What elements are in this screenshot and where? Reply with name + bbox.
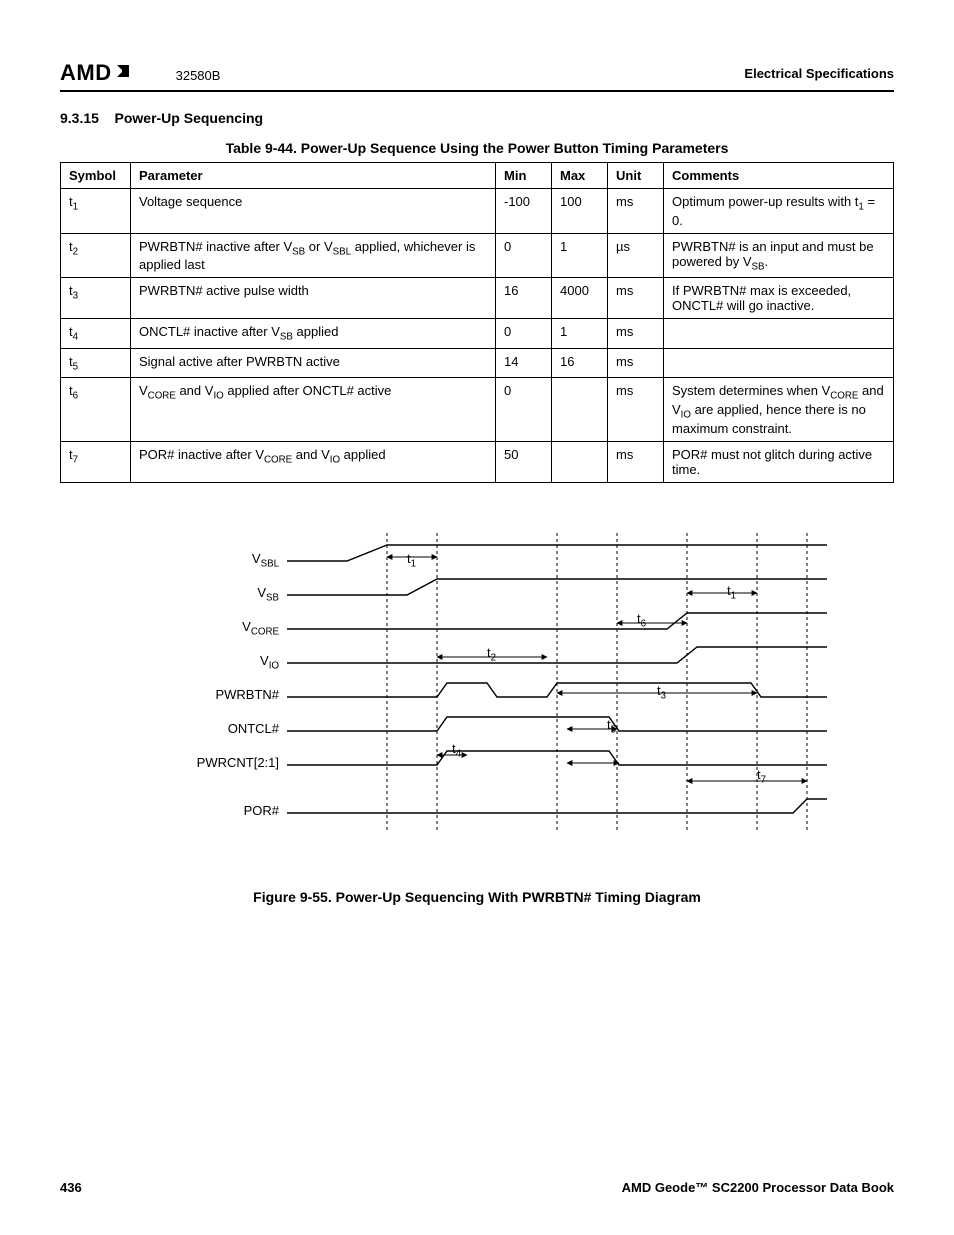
- cell-comments: POR# must not glitch during active time.: [664, 441, 894, 482]
- signal-label: PWRBTN#: [139, 687, 279, 702]
- cell-parameter: PWRBTN# active pulse width: [131, 278, 496, 319]
- page-footer: 436 AMD Geode™ SC2200 Processor Data Boo…: [60, 1179, 894, 1195]
- table-row: t5Signal active after PWRBTN active1416m…: [61, 348, 894, 378]
- cell-unit: ms: [608, 441, 664, 482]
- cell-symbol: t7: [61, 441, 131, 482]
- cell-comments: If PWRBTN# max is exceeded, ONCTL# will …: [664, 278, 894, 319]
- cell-max: 100: [552, 189, 608, 234]
- col-comments: Comments: [664, 163, 894, 189]
- cell-comments: [664, 348, 894, 378]
- col-symbol: Symbol: [61, 163, 131, 189]
- timing-label: t4: [452, 741, 461, 760]
- section-title: Power-Up Sequencing: [115, 110, 264, 126]
- cell-unit: ms: [608, 189, 664, 234]
- timing-label: t2: [487, 645, 496, 664]
- logo-arrow-icon: [114, 60, 136, 86]
- header-left: AMD 32580B: [60, 60, 220, 86]
- cell-parameter: POR# inactive after VCORE and VIO applie…: [131, 441, 496, 482]
- cell-unit: ms: [608, 348, 664, 378]
- cell-symbol: t1: [61, 189, 131, 234]
- doc-number: 32580B: [176, 68, 221, 83]
- page-number: 436: [60, 1180, 82, 1195]
- cell-symbol: t3: [61, 278, 131, 319]
- cell-comments: [664, 319, 894, 349]
- table-row: t2PWRBTN# inactive after VSB or VSBL app…: [61, 233, 894, 278]
- table-row: t7POR# inactive after VCORE and VIO appl…: [61, 441, 894, 482]
- cell-parameter: Voltage sequence: [131, 189, 496, 234]
- col-unit: Unit: [608, 163, 664, 189]
- col-parameter: Parameter: [131, 163, 496, 189]
- timing-diagram: VSBL VSB VCORE VIO PWRBTN# ONTCL# PWRCNT[2:1] P…: [117, 533, 837, 863]
- cell-max: 4000: [552, 278, 608, 319]
- section-heading: 9.3.15 Power-Up Sequencing: [60, 110, 894, 126]
- cell-symbol: t4: [61, 319, 131, 349]
- header-section-title: Electrical Specifications: [744, 66, 894, 81]
- signal-label: ONTCL#: [139, 721, 279, 736]
- cell-parameter: ONCTL# inactive after VSB applied: [131, 319, 496, 349]
- cell-parameter: PWRBTN# inactive after VSB or VSBL appli…: [131, 233, 496, 278]
- figure-wrap: VSBL VSB VCORE VIO PWRBTN# ONTCL# PWRCNT[2:1] P…: [60, 533, 894, 905]
- timing-label: t3: [657, 683, 666, 702]
- cell-parameter: VCORE and VIO applied after ONCTL# activ…: [131, 378, 496, 441]
- cell-min: 0: [496, 319, 552, 349]
- cell-max: 16: [552, 348, 608, 378]
- logo-text: AMD: [60, 60, 112, 86]
- amd-logo: AMD: [60, 60, 136, 86]
- table-row: t3PWRBTN# active pulse width164000msIf P…: [61, 278, 894, 319]
- cell-unit: µs: [608, 233, 664, 278]
- signal-label: PWRCNT[2:1]: [139, 755, 279, 770]
- timing-label: t1: [727, 583, 736, 602]
- cell-max: [552, 378, 608, 441]
- cell-comments: PWRBTN# is an input and must be powered …: [664, 233, 894, 278]
- cell-comments: Optimum power-up results with t1 = 0.: [664, 189, 894, 234]
- timing-label: t6: [637, 611, 646, 630]
- timing-label: t7: [757, 767, 766, 786]
- table-row: t1Voltage sequence-100100msOptimum power…: [61, 189, 894, 234]
- cell-min: -100: [496, 189, 552, 234]
- table-row: t6VCORE and VIO applied after ONCTL# act…: [61, 378, 894, 441]
- book-title: AMD Geode™ SC2200 Processor Data Book: [622, 1180, 894, 1195]
- col-min: Min: [496, 163, 552, 189]
- page-header: AMD 32580B Electrical Specifications: [60, 60, 894, 92]
- timing-table: Symbol Parameter Min Max Unit Comments t…: [60, 162, 894, 483]
- signal-label: POR#: [139, 803, 279, 818]
- cell-symbol: t5: [61, 348, 131, 378]
- signal-label: VCORE: [139, 619, 279, 638]
- table-title: Table 9-44. Power-Up Sequence Using the …: [60, 140, 894, 156]
- section-number: 9.3.15: [60, 110, 99, 126]
- cell-symbol: t6: [61, 378, 131, 441]
- cell-comments: System determines when VCORE and VIO are…: [664, 378, 894, 441]
- cell-symbol: t2: [61, 233, 131, 278]
- cell-max: [552, 441, 608, 482]
- page: AMD 32580B Electrical Specifications 9.3…: [0, 0, 954, 1235]
- cell-unit: ms: [608, 319, 664, 349]
- cell-min: 14: [496, 348, 552, 378]
- signal-label: VSBL: [139, 551, 279, 570]
- cell-max: 1: [552, 233, 608, 278]
- col-max: Max: [552, 163, 608, 189]
- signal-label: VSB: [139, 585, 279, 604]
- cell-min: 50: [496, 441, 552, 482]
- timing-label: t5: [607, 717, 616, 736]
- signal-label: VIO: [139, 653, 279, 672]
- cell-min: 0: [496, 233, 552, 278]
- timing-label: t1: [407, 551, 416, 570]
- figure-title: Figure 9-55. Power-Up Sequencing With PW…: [60, 889, 894, 905]
- table-row: t4ONCTL# inactive after VSB applied01ms: [61, 319, 894, 349]
- cell-parameter: Signal active after PWRBTN active: [131, 348, 496, 378]
- cell-unit: ms: [608, 378, 664, 441]
- timing-svg: [287, 533, 827, 843]
- cell-unit: ms: [608, 278, 664, 319]
- cell-max: 1: [552, 319, 608, 349]
- cell-min: 16: [496, 278, 552, 319]
- table-header-row: Symbol Parameter Min Max Unit Comments: [61, 163, 894, 189]
- cell-min: 0: [496, 378, 552, 441]
